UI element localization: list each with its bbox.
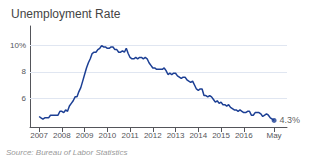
svg-text:8: 8 xyxy=(22,67,27,76)
svg-text:2008: 2008 xyxy=(53,131,71,140)
svg-text:Unemployment Rate: Unemployment Rate xyxy=(11,7,121,21)
svg-text:Source: Bureau of Labor Statis: Source: Bureau of Labor Statistics xyxy=(6,148,127,157)
svg-text:2015: 2015 xyxy=(212,131,230,140)
svg-text:2016: 2016 xyxy=(235,131,253,140)
svg-text:2014: 2014 xyxy=(189,131,207,140)
svg-text:May: May xyxy=(266,131,281,140)
svg-text:2010: 2010 xyxy=(98,131,116,140)
svg-text:2007: 2007 xyxy=(30,131,48,140)
svg-text:6: 6 xyxy=(22,94,27,103)
svg-text:2012: 2012 xyxy=(144,131,162,140)
svg-text:2011: 2011 xyxy=(121,131,139,140)
svg-text:4.3%: 4.3% xyxy=(280,115,301,125)
svg-text:2013: 2013 xyxy=(167,131,185,140)
svg-text:10%: 10% xyxy=(10,41,26,50)
svg-text:2009: 2009 xyxy=(76,131,94,140)
